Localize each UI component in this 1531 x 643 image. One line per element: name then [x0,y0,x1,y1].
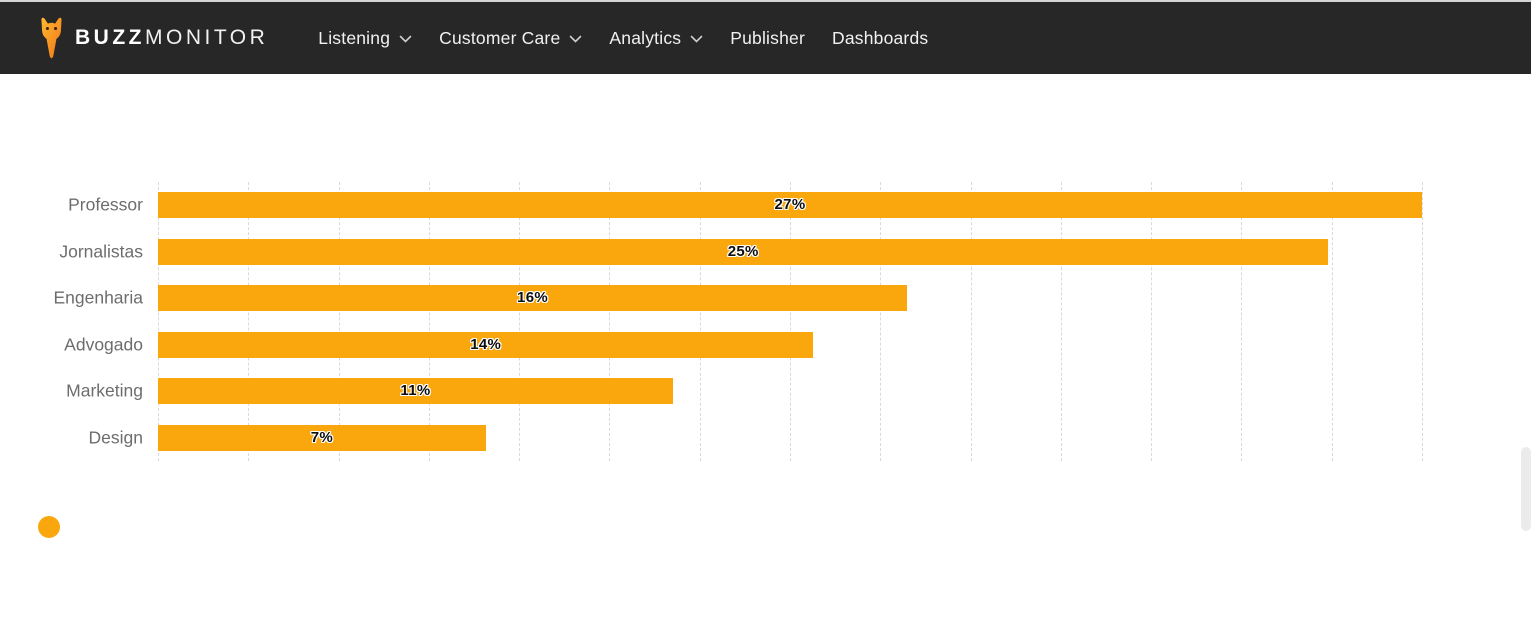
category-label: Design [88,427,143,448]
bar-design[interactable]: 7% [158,424,486,451]
top-nav-bar: BUZZMONITOR Listening Customer Care Analyt… [0,0,1531,74]
nav-item-label: Listening [318,27,391,48]
brand-text: BUZZMONITOR [75,26,268,50]
bar-advogado[interactable]: 14% [158,331,814,358]
category-label: Marketing [66,380,143,401]
scrollbar-thumb[interactable] [1521,447,1531,531]
category-label: Advogado [64,334,143,355]
nav-item-label: Analytics [609,27,682,48]
category-label: Jornalistas [59,241,143,262]
bar-value-label: 7% [310,428,333,446]
nav-item-listening[interactable]: Listening [318,28,412,49]
bar-marketing[interactable]: 11% [158,378,673,405]
chevron-down-icon [570,35,582,43]
chevron-down-icon [399,35,412,43]
buzzmonitor-logo[interactable]: BUZZMONITOR [38,15,268,61]
gridline [158,182,159,461]
brand-text-bold: BUZZ [75,26,145,49]
chevron-down-icon [690,35,703,43]
chart-row: Professor 27% [68,182,1422,229]
chart-row: Marketing 11% [66,368,1422,415]
nav-item-dashboards[interactable]: Dashboards [832,28,928,49]
bar-chart: Professor 27% Jornalistas 25% Engenharia 16% A… [53,182,1423,462]
bar-value-label: 16% [517,289,548,307]
gridline [519,182,521,461]
gridline [970,182,972,461]
nav-item-label: Customer Care [439,27,561,48]
gridline [1151,182,1153,461]
legend-marker[interactable] [38,516,60,538]
gridline [699,182,701,461]
gridline [609,182,611,461]
main-nav: Listening Customer Care Analytics Publisher… [318,28,928,49]
nav-item-publisher[interactable]: Publisher [730,28,805,49]
bar-value-label: 14% [470,335,502,353]
bar-jornalistas[interactable]: 25% [158,238,1329,265]
gridline [1422,182,1423,461]
chart-row: Engenharia 16% [53,275,1422,322]
gridline [880,182,882,461]
gridline [248,182,250,461]
nav-item-analytics[interactable]: Analytics [609,28,703,49]
gridline [428,182,430,461]
category-label: Professor [68,194,143,215]
bar-professor[interactable]: 27% [158,192,1422,219]
nav-item-customer-care[interactable]: Customer Care [439,28,582,49]
bar-value-label: 27% [774,196,806,214]
chart-row: Jornalistas 25% [59,229,1422,276]
gridline [1060,182,1062,461]
gridline [1331,182,1333,461]
gridline [790,182,791,461]
category-label: Engenharia [53,287,143,308]
brand-text-light: MONITOR [145,26,269,49]
chart-row: Design 7% [89,415,1422,462]
bar-value-label: 25% [727,242,759,260]
gridline [338,182,340,461]
nav-item-label: Dashboards [831,27,929,48]
chart-rows: Professor 27% Jornalistas 25% Engenharia 16% A… [53,182,1422,462]
chart-row: Advogado 14% [64,322,1422,369]
bar-engenharia[interactable]: 16% [158,285,908,312]
nav-item-label: Publisher [730,27,805,48]
gridline [1241,182,1243,461]
buzzmonitor-bird-icon [41,17,62,59]
bar-value-label: 11% [400,382,431,400]
